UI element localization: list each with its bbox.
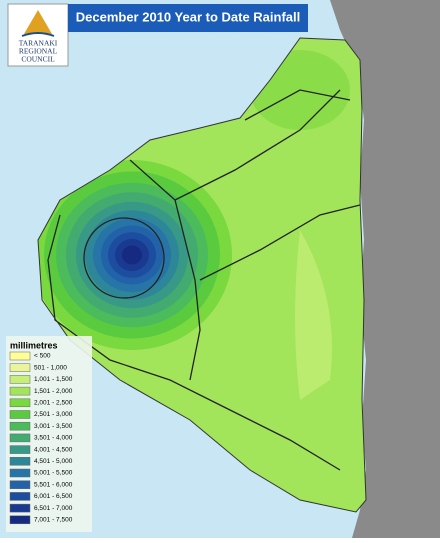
legend-swatch [9, 503, 31, 513]
road [129, 159, 201, 381]
road [199, 204, 361, 281]
legend-swatch [9, 421, 31, 431]
legend-swatch [9, 515, 31, 525]
rain-zone [122, 245, 142, 265]
legend-swatch [9, 433, 31, 443]
legend-swatch [9, 386, 31, 396]
legend-label: 2,501 - 3,000 [34, 411, 73, 418]
legend-title: millimetres [10, 340, 58, 350]
legend-swatch [9, 410, 31, 419]
legend-label: 5,001 - 5,500 [34, 470, 73, 477]
legend-swatch [9, 468, 31, 478]
roads [47, 89, 361, 471]
legend-label: 501 - 1,000 [34, 364, 67, 371]
legend-label: 2,001 - 2,500 [34, 400, 73, 407]
legend: < 500 501 - 1,000 1,001 - 1,500 1,501 - 2,0… [9, 351, 73, 525]
logo-icon [24, 10, 52, 34]
title-bar [68, 4, 308, 32]
legend-label: 6,001 - 6,500 [34, 493, 73, 500]
legend-swatch [9, 375, 31, 384]
legend-label: 3,501 - 4,000 [34, 435, 73, 442]
legend-swatch [9, 480, 31, 489]
road [244, 89, 351, 121]
legend-label: 6,501 - 7,000 [34, 505, 73, 512]
title: December 2010 Year to Date Rainfall [76, 9, 301, 24]
legend-label: 5,501 - 6,000 [34, 481, 73, 488]
legend-label: 7,001 - 7,500 [34, 517, 73, 524]
logo-text: REGIONAL [19, 47, 58, 56]
road [174, 89, 341, 201]
logo-wave [21, 32, 55, 37]
legend-label: < 500 [34, 353, 51, 360]
rain-zone [295, 230, 332, 400]
logo-text: TARANAKI [19, 39, 58, 48]
road [47, 214, 341, 471]
legend-swatch [9, 351, 31, 361]
legend-swatch [9, 492, 31, 501]
park-boundary [83, 217, 165, 299]
legend-swatch [9, 398, 31, 408]
legend-label: 1,001 - 1,500 [34, 376, 73, 383]
legend-swatch [9, 363, 31, 372]
coastline [37, 37, 367, 513]
legend-label: 4,501 - 5,000 [34, 458, 73, 465]
legend-label: 4,001 - 4,500 [34, 446, 73, 453]
neighbouring-land [330, 0, 440, 538]
logo-text: COUNCIL [21, 55, 55, 64]
legend-swatch [9, 445, 31, 454]
legend-label: 3,001 - 3,500 [34, 423, 73, 430]
legend-swatch [9, 457, 31, 466]
legend-label: 1,501 - 2,000 [34, 388, 73, 395]
